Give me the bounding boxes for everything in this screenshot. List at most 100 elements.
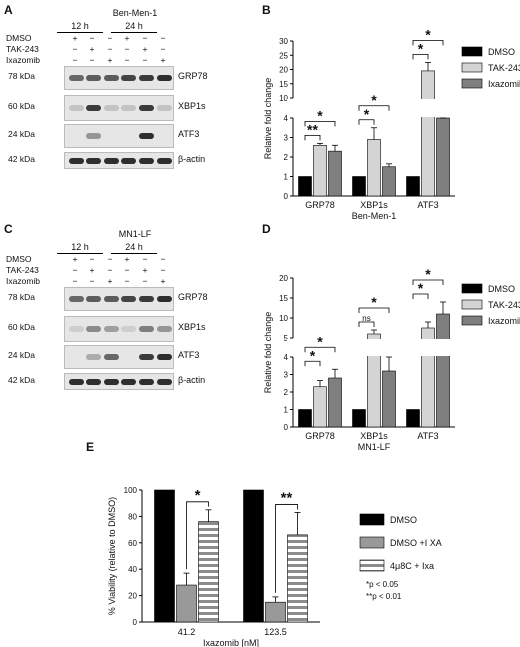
panel-d-letter: D: [262, 222, 271, 236]
blot-a-protein-label: ATF3: [178, 129, 200, 139]
blot-c-treatment-mark: −: [160, 254, 166, 264]
blot-a-treatment-label: TAK-243: [6, 44, 39, 54]
chart-b-significance-label: *: [425, 26, 431, 42]
chart-e-y-tick-label: 0: [133, 618, 138, 627]
chart-e-significance-bracket: [186, 501, 209, 570]
chart-e-p-value-note: *p < 0.05: [366, 580, 399, 589]
chart-d-significance-bracket: [358, 321, 375, 327]
blot-c-band: [86, 326, 101, 332]
blot-a-kda-label: 60 kDa: [8, 101, 35, 111]
chart-b-bar: [352, 176, 366, 197]
blot-c-treatment-mark: −: [142, 276, 148, 286]
blot-a-kda-label: 24 kDa: [8, 129, 35, 139]
blot-a-band: [121, 75, 136, 81]
blot-c-band: [121, 296, 136, 302]
blot-a-treatment-mark: +: [160, 55, 166, 65]
blot-a-treatment-mark: −: [89, 55, 95, 65]
chart-e-legend-swatch: [359, 559, 385, 572]
chart-b-legend-swatch: [461, 46, 483, 57]
blot-a-time-point-bracket: [57, 32, 103, 33]
chart-e-legend-label: DMSO +I XA: [390, 538, 442, 548]
blot-a-protein-label: XBP1s: [178, 101, 206, 111]
chart-d-y-tick-label: 2: [284, 388, 289, 397]
blot-c-treatment-label: TAK-243: [6, 265, 39, 275]
blot-a-treatment-mark: −: [142, 55, 148, 65]
chart-d-legend-label: DMSO: [488, 284, 515, 294]
blot-a-membrane-2: [64, 95, 174, 121]
panel-c-letter: C: [4, 222, 13, 236]
chart-d-significance-label: *: [310, 347, 316, 363]
blot-a-treatment-mark: −: [160, 44, 166, 54]
chart-b-y-tick-label: 25: [279, 51, 288, 60]
chart-d-significance-label: *: [371, 294, 377, 310]
chart-b-y-tick-label: 1: [284, 173, 289, 182]
blot-c-treatment-mark: −: [160, 265, 166, 275]
blot-c-time-point-bracket: [111, 253, 157, 254]
blot-a-treatment-mark: −: [72, 55, 78, 65]
chart-d-legend-swatch: [461, 283, 483, 294]
chart-d-y-axis-label: Relative fold change: [263, 312, 273, 394]
blot-c-membrane-4: [64, 373, 174, 390]
chart-b-legend-swatch: [461, 78, 483, 89]
chart-e-legend-swatch: [359, 513, 385, 526]
blot-a-band: [157, 75, 172, 81]
chart-d-y-tick-label: 0: [284, 423, 289, 432]
chart-d-significance-bracket: [304, 360, 321, 367]
blot-a-band: [139, 105, 154, 111]
blot-a-treatment-label: DMSO: [6, 33, 32, 43]
blot-c-band: [139, 354, 154, 360]
chart-e-legend-swatch: [359, 536, 385, 549]
blot-c-band: [139, 326, 154, 332]
blot-a-band: [86, 133, 101, 139]
chart-b-y-axis-label: Relative fold change: [263, 78, 273, 160]
blot-c-treatment-mark: −: [72, 276, 78, 286]
chart-b-significance-bracket: [358, 105, 390, 111]
chart-b-y-tick-label: 0: [284, 192, 289, 201]
chart-e-bar: [198, 521, 219, 623]
blot-c-kda-label: 60 kDa: [8, 322, 35, 332]
blot-a-band: [104, 105, 119, 111]
blot-c-treatment-mark: −: [89, 276, 95, 286]
blot-a-treatment-mark: −: [107, 33, 113, 43]
chart-e-p-value-note: **p < 0.01: [366, 592, 402, 601]
blot-c-band: [104, 326, 119, 332]
blot-c-treatment-mark: +: [72, 254, 78, 264]
blot-c-band: [139, 296, 154, 302]
blot-c-kda-label: 42 kDa: [8, 374, 35, 385]
chart-d-significance-label: *: [418, 280, 424, 296]
blot-a-band: [157, 157, 172, 164]
blot-c-treatment-mark: +: [124, 254, 130, 264]
chart-e-category-label: 41.2: [178, 627, 196, 637]
panel-e-letter: E: [86, 440, 95, 454]
blot-a-band: [139, 157, 154, 164]
chart-b-significance-label: *: [317, 107, 323, 123]
chart-e-bar: [265, 601, 286, 623]
blot-a-treatment-mark: −: [107, 44, 113, 54]
chart-d-legend-swatch: [461, 299, 483, 310]
chart-d-y-tick-label: 10: [279, 314, 288, 323]
chart-e-bar: [154, 489, 175, 623]
chart-b-significance-label: *: [371, 92, 377, 108]
blot-a-kda-label: 78 kDa: [8, 71, 35, 81]
blot-a-treatment-mark: +: [107, 55, 113, 65]
chart-b-x-axis-label: Ben-Men-1: [352, 211, 397, 221]
chart-d-significance-label: ns: [362, 314, 370, 323]
blot-c-treatment-mark: −: [89, 254, 95, 264]
blot-a-time-point-label: 12 h: [71, 21, 89, 31]
chart-b-y-tick-label: 15: [279, 80, 288, 89]
chart-e-y-tick-label: 80: [128, 512, 137, 521]
blot-c-protein-label: XBP1s: [178, 322, 206, 332]
blot-a-treatment-mark: +: [124, 33, 130, 43]
chart-d-category-label: XBP1s: [360, 431, 388, 441]
chart-d-legend-swatch: [461, 315, 483, 326]
blot-a-treatment-mark: −: [124, 55, 130, 65]
chart-d-y-tick-label: 4: [284, 353, 289, 362]
chart-d-axis-break: [287, 339, 457, 356]
chart-b-significance-bracket: [304, 134, 321, 141]
blot-c-band: [139, 378, 154, 385]
chart-b-significance-bracket: [412, 53, 429, 60]
chart-b-significance-bracket: [304, 120, 336, 127]
chart-d-y-tick-label: 15: [279, 294, 288, 303]
